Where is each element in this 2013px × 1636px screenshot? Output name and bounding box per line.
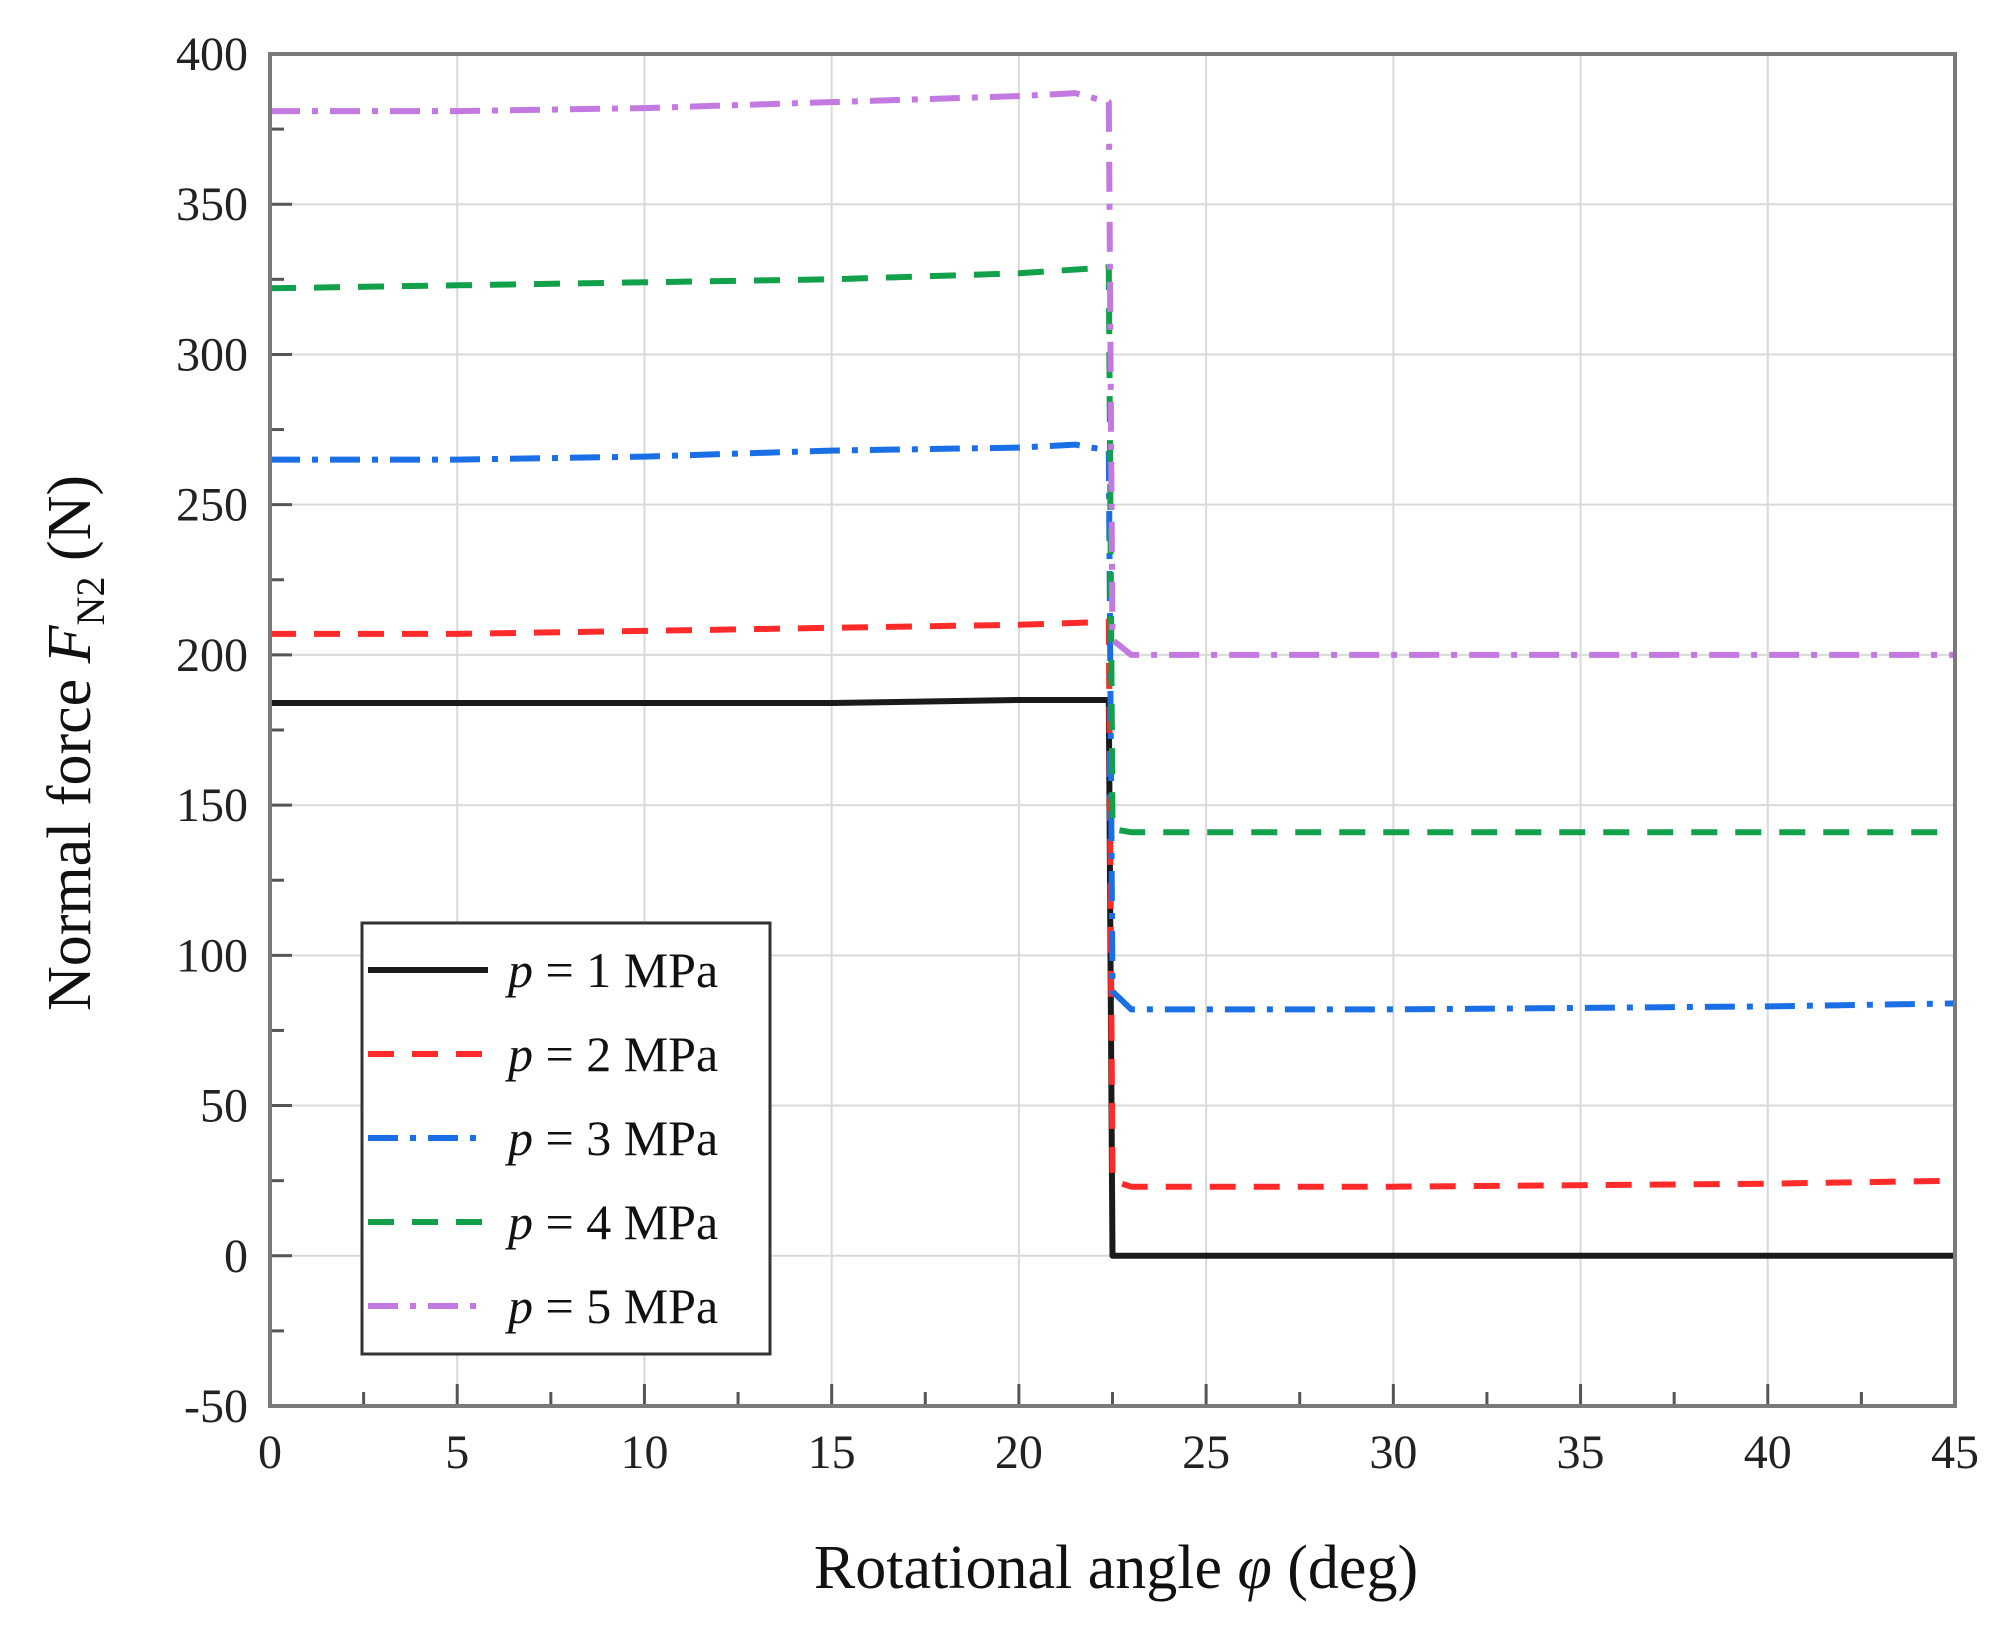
legend-label-3: p = 3 MPa bbox=[505, 1110, 718, 1166]
x-tick-label: 45 bbox=[1931, 1426, 1979, 1479]
y-tick-label: 200 bbox=[176, 629, 248, 682]
y-axis-title-suffix: (N) bbox=[36, 475, 104, 577]
y-tick-labels: -50 0 50 100 150 200 250 300 350 400 bbox=[176, 28, 248, 1433]
y-tick-label: 400 bbox=[176, 28, 248, 81]
legend-label-4: p = 4 MPa bbox=[505, 1194, 718, 1250]
y-axis-title-prefix: Normal force bbox=[36, 663, 104, 1011]
x-axis-title-prefix: Rotational angle bbox=[814, 1534, 1238, 1602]
x-tick-label: 15 bbox=[808, 1426, 856, 1479]
legend-label-symbol: p bbox=[505, 1026, 533, 1082]
y-tick-label: 250 bbox=[176, 479, 248, 532]
y-tick-label: 350 bbox=[176, 178, 248, 231]
legend-label-value: = 3 MPa bbox=[533, 1110, 718, 1166]
y-axis-title-symbol: F bbox=[36, 624, 104, 664]
y-tick-label: 150 bbox=[176, 779, 248, 832]
legend-label-value: = 1 MPa bbox=[533, 942, 718, 998]
x-tick-label: 35 bbox=[1557, 1426, 1605, 1479]
plot-area-frame bbox=[268, 52, 1957, 1408]
x-axis-title-suffix: (deg) bbox=[1272, 1534, 1418, 1602]
x-tick-label: 40 bbox=[1744, 1426, 1792, 1479]
legend-label-1: p = 1 MPa bbox=[505, 942, 718, 998]
data-series bbox=[269, 90, 1956, 1259]
legend-label-value: = 5 MPa bbox=[533, 1278, 718, 1334]
x-tick-labels: 0 5 10 15 20 25 30 35 40 45 bbox=[258, 1426, 1979, 1479]
x-tick-label: 20 bbox=[995, 1426, 1043, 1479]
x-axis-title: Rotational angle φ (deg) bbox=[814, 1534, 1418, 1602]
legend-label-symbol: p bbox=[505, 1278, 533, 1334]
x-tick-label: 5 bbox=[445, 1426, 469, 1479]
x-tick-label: 10 bbox=[620, 1426, 668, 1479]
x-tick-label: 0 bbox=[258, 1426, 282, 1479]
series-line-3 bbox=[270, 441, 1956, 1013]
legend-label-5: p = 5 MPa bbox=[505, 1278, 718, 1334]
y-axis-title-subscript: N2 bbox=[68, 577, 113, 626]
y-axis-title: Normal force FN2 (N) bbox=[36, 475, 113, 1011]
legend-label-symbol: p bbox=[505, 1110, 533, 1166]
y-tick-label: -50 bbox=[184, 1380, 248, 1433]
x-tick-label: 25 bbox=[1182, 1426, 1230, 1479]
y-tick-label: 50 bbox=[200, 1080, 248, 1133]
legend-label-2: p = 2 MPa bbox=[505, 1026, 718, 1082]
y-tick-label: 0 bbox=[224, 1230, 248, 1283]
y-tick-label: 100 bbox=[176, 929, 248, 982]
legend-label-value: = 4 MPa bbox=[533, 1194, 718, 1250]
x-tick-label: 30 bbox=[1369, 1426, 1417, 1479]
legend-label-symbol: p bbox=[505, 1194, 533, 1250]
x-axis-title-symbol: φ bbox=[1237, 1534, 1271, 1602]
y-tick-label: 300 bbox=[176, 328, 248, 381]
legend-label-symbol: p bbox=[505, 942, 533, 998]
series-line-5 bbox=[270, 90, 1955, 658]
legend-label-value: = 2 MPa bbox=[533, 1026, 718, 1082]
